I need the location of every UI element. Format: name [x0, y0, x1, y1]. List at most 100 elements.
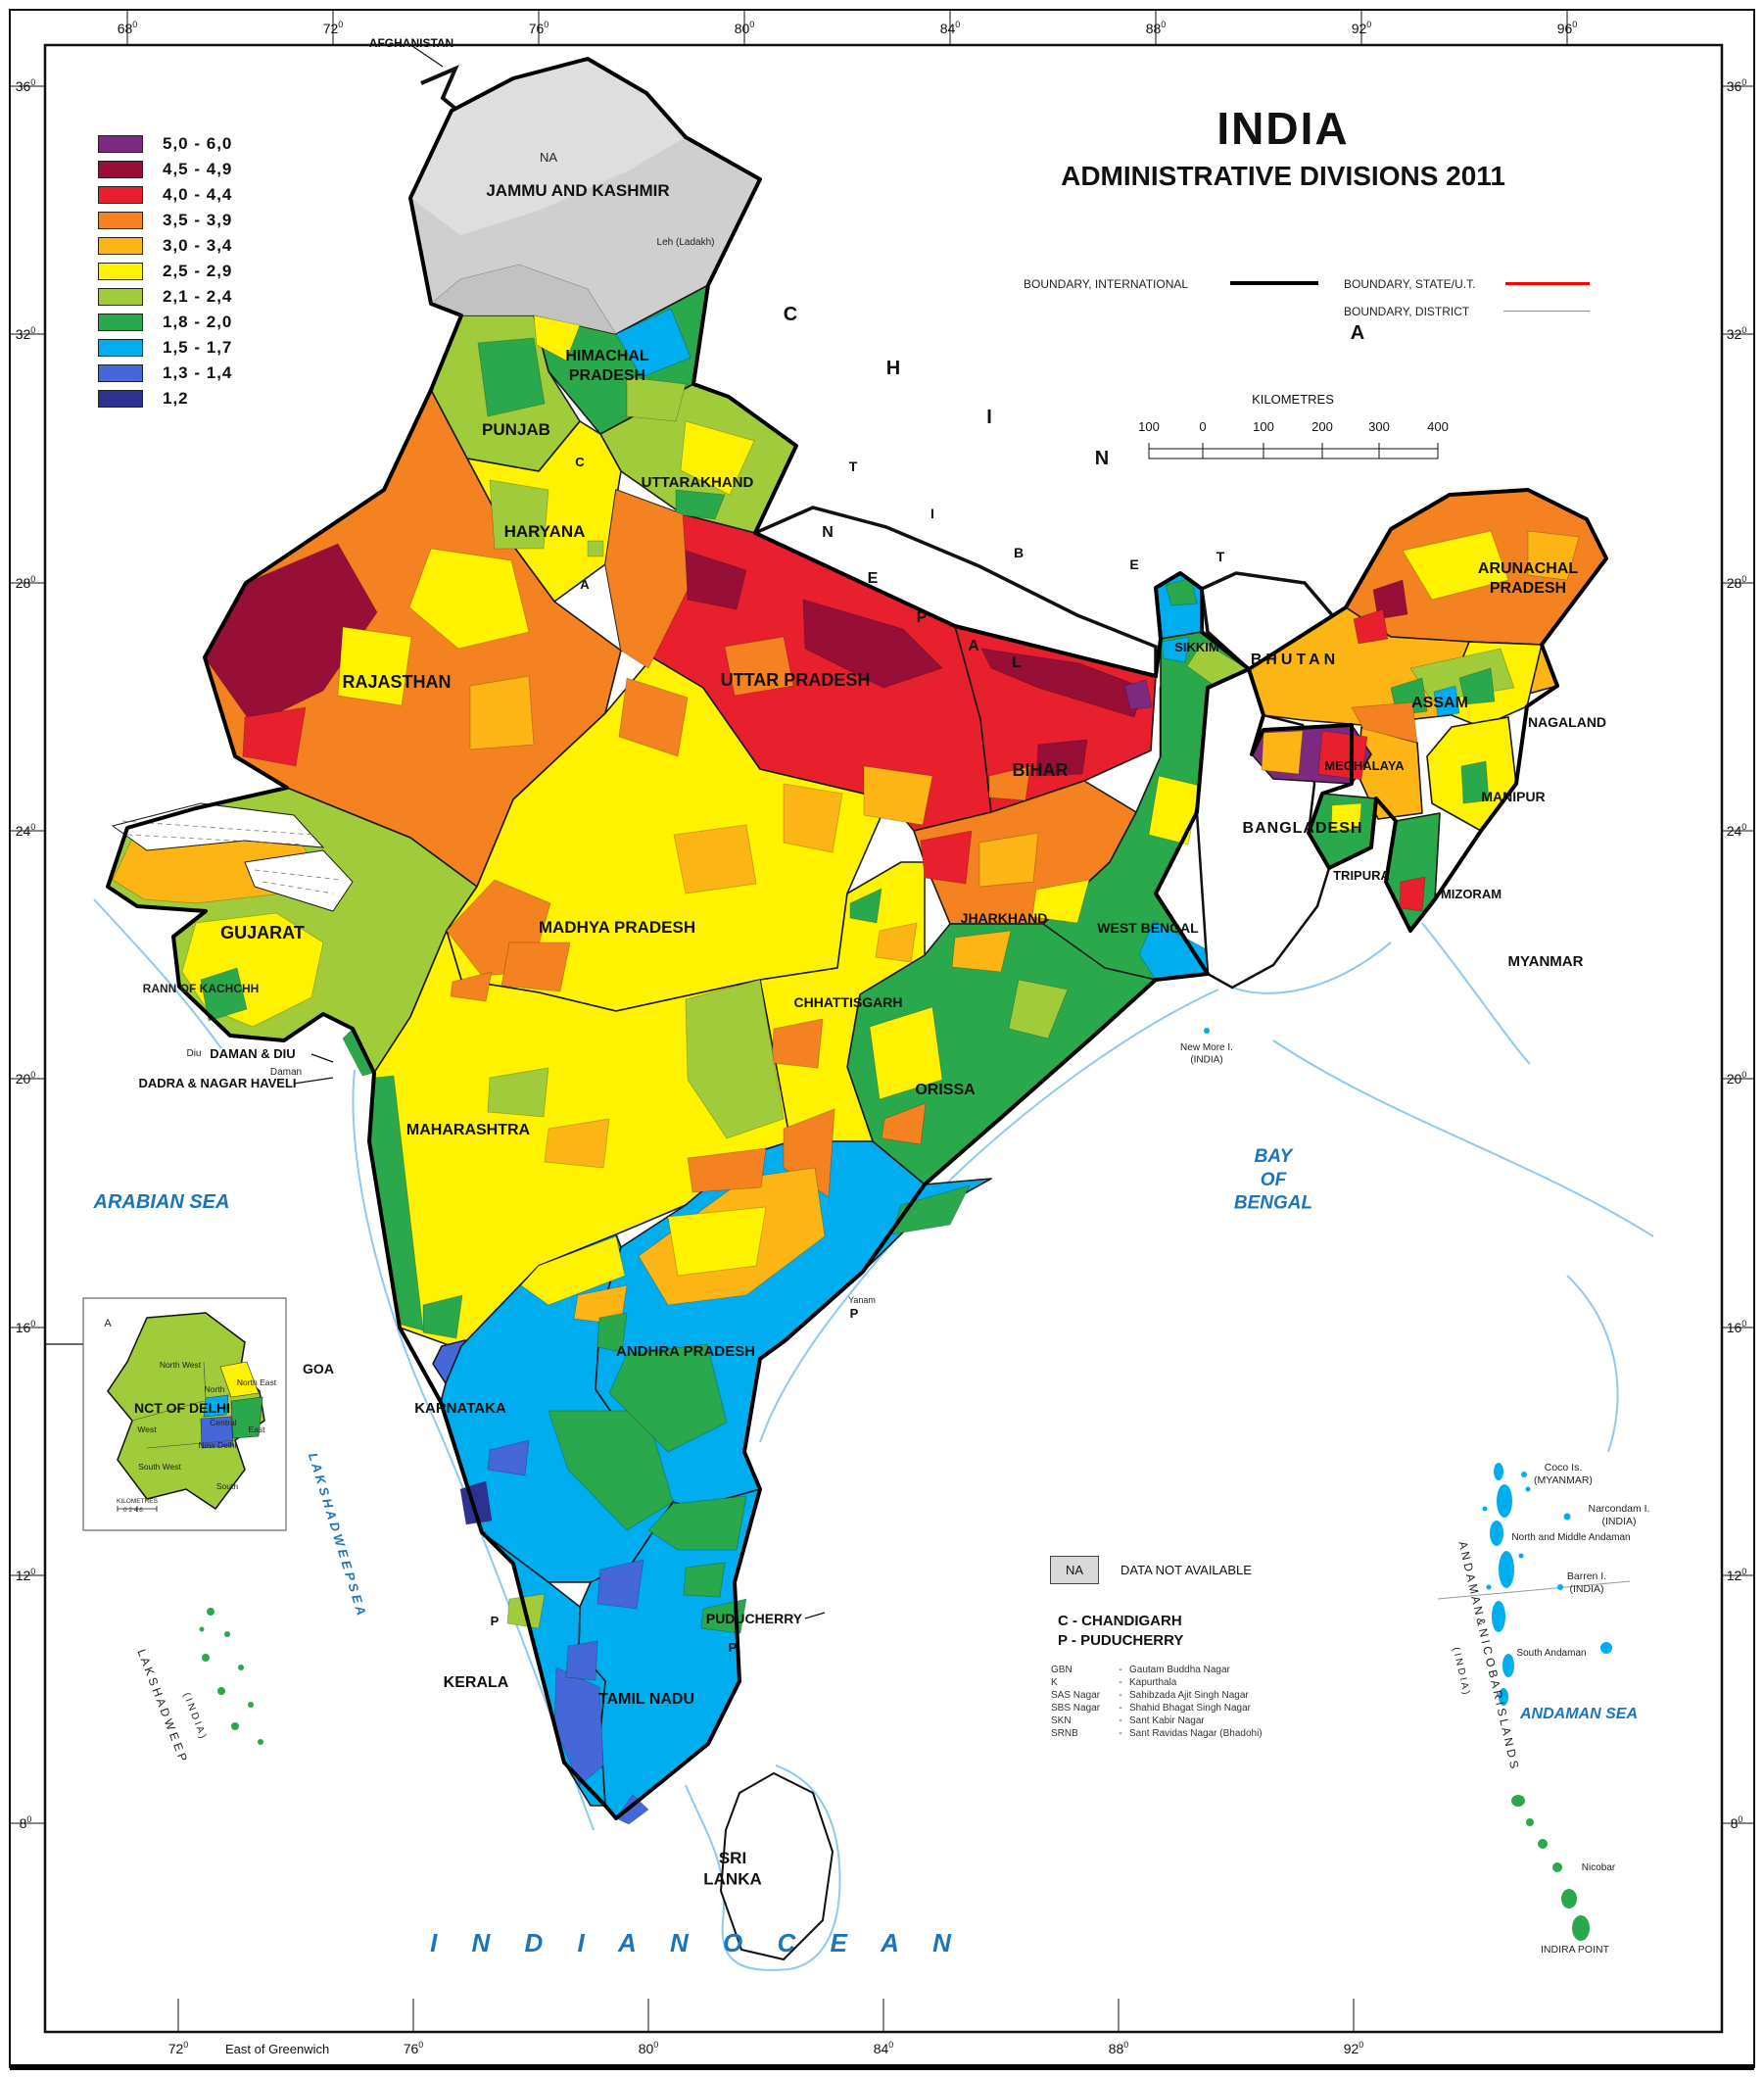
label-inset-title: NCT OF DELHI: [134, 1400, 230, 1416]
label-china-letters: H: [886, 358, 900, 379]
label-inset-new-delhi: New Delhi: [199, 1440, 237, 1450]
inset-delhi-shape: [107, 1312, 265, 1511]
islands-layer: [199, 1028, 1612, 1941]
tick-label: 80: [20, 1814, 32, 1831]
label-marker-a: A: [580, 577, 590, 592]
legend-swatch: [98, 364, 143, 382]
tick-label: 840: [874, 2040, 894, 2056]
tick-label: 920: [1344, 2040, 1364, 2056]
legend-row-6: 2,1 - 2,4: [98, 284, 232, 310]
tick-label: 200: [1727, 1070, 1747, 1087]
label-karnataka: KARNATAKA: [414, 1400, 506, 1417]
tick-label: 360: [16, 77, 36, 94]
tick-label: 240: [16, 822, 36, 839]
legend-label: 4,0 - 4,4: [163, 185, 233, 204]
tick-label: 120: [1727, 1567, 1747, 1583]
label-daman: Daman: [270, 1067, 302, 1078]
legend-row-10: 1,2: [98, 386, 232, 411]
label-sikkim: SIKKIM: [1174, 640, 1219, 654]
label-narcondam: (INDIA): [1602, 1516, 1637, 1527]
label-nepal-letters: E: [868, 570, 879, 587]
label-china-letters: A: [1351, 322, 1364, 344]
scalebar: KILOMETRES 100 0 100 200 300 400: [1138, 392, 1449, 459]
label-tibet-letters: B: [1014, 545, 1024, 560]
label-south-andaman: South Andaman: [1516, 1648, 1586, 1659]
label-new-more: New More I.: [1180, 1042, 1233, 1053]
legend-row-0: 5,0 - 6,0: [98, 131, 232, 157]
scalebar-tick: 300: [1368, 419, 1390, 434]
legend-swatch: [98, 390, 143, 408]
abbr-row-5: SRNB - Sant Ravidas Nagar (Bhadohi): [1051, 1728, 1263, 1739]
legend-row-1: 4,5 - 4,9: [98, 157, 232, 182]
label-andaman-sea: ANDAMAN SEA: [1519, 1706, 1638, 1722]
boundary-state-label: BOUNDARY, STATE/U.T.: [1344, 277, 1476, 291]
na-label: DATA NOT AVAILABLE: [1120, 1563, 1252, 1577]
label-lakshadweep-india: ( I N D I A ): [180, 1691, 208, 1740]
tick-label: 800: [639, 2040, 659, 2056]
tick-label: 720: [323, 20, 344, 36]
tick-label: 240: [1727, 822, 1747, 839]
label-myanmar: MYANMAR: [1508, 953, 1584, 970]
label-tibet-letters: I: [930, 506, 934, 521]
legend-swatch: [98, 339, 143, 357]
label-tamil-nadu: TAMIL NADU: [598, 1691, 694, 1708]
tick-label: 160: [16, 1319, 36, 1335]
legend-row-9: 1,3 - 1,4: [98, 361, 232, 386]
afghanistan-border: [420, 65, 462, 115]
map-title: INDIA: [1216, 103, 1350, 154]
tick-label: 800: [735, 20, 755, 36]
tick-label: 280: [16, 574, 36, 591]
abbr-row-4: SKN - Sant Kabir Nagar: [1051, 1715, 1205, 1726]
tick-label: 760: [404, 2040, 424, 2056]
legend-row-5: 2,5 - 2,9: [98, 259, 232, 284]
label-bhutan: BHUTAN: [1251, 652, 1339, 668]
legend-swatch: [98, 135, 143, 153]
label-uttar-pradesh: UTTAR PRADESH: [721, 670, 871, 690]
label-lakshadweep-isl: L A K S H A D W E E P: [134, 1647, 190, 1763]
label-tibet-letters: T: [849, 459, 858, 474]
label-nepal-letters: P: [917, 609, 928, 626]
coastline-offsets: [93, 898, 1654, 1971]
label-arunachal: ARUNACHAL: [1478, 560, 1578, 577]
map-subtitle: ADMINISTRATIVE DIVISIONS 2011: [1061, 161, 1505, 191]
label-inset-south: South: [216, 1481, 238, 1491]
legend-swatch: [98, 186, 143, 204]
label-lakshadweep-sea: L A K S H A D W E E P S E A: [306, 1451, 369, 1617]
tick-label: 320: [1727, 325, 1747, 342]
legend-label: 1,3 - 1,4: [163, 363, 233, 382]
label-barren: Barren I.: [1567, 1570, 1606, 1582]
label-bay-of-bengal: BENGAL: [1234, 1193, 1312, 1214]
label-andhra-pradesh: ANDHRA PRADESH: [616, 1343, 755, 1360]
scalebar-tick: 200: [1311, 419, 1333, 434]
label-leh: Leh (Ladakh): [657, 237, 715, 248]
label-tibet-letters: E: [1129, 556, 1138, 572]
label-na-jk: NA: [540, 150, 557, 165]
states-layer: [107, 58, 1607, 1819]
lakshadweep-islands: [199, 1608, 263, 1745]
abbr-row-3: SBS Nagar - Shahid Bhagat Singh Nagar: [1051, 1703, 1251, 1714]
boundary-district-line: [1503, 311, 1590, 312]
label-arabian-sea: ARABIAN SEA: [93, 1191, 230, 1213]
label-inset-east: East: [248, 1425, 265, 1434]
title-block: INDIA ADMINISTRATIVE DIVISIONS 2011: [979, 102, 1587, 192]
na-note: NA DATA NOT AVAILABLE: [1050, 1556, 1252, 1584]
andaman-district-line: [1437, 1580, 1631, 1600]
label-rajasthan: RAJASTHAN: [342, 672, 451, 692]
label-new-more: (INDIA): [1190, 1055, 1222, 1066]
legend-label: 3,5 - 3,9: [163, 211, 233, 229]
abbr-row-0: GBN - Gautam Buddha Nagar: [1051, 1665, 1230, 1675]
label-bangladesh: BANGLADESH: [1243, 820, 1363, 837]
label-tibet-letters: T: [1216, 549, 1225, 564]
choropleth-legend: 5,0 - 6,0 4,5 - 4,9 4,0 - 4,4 3,5 - 3,9 3,0 …: [98, 131, 232, 411]
tick-label: 880: [1109, 2040, 1129, 2056]
label-orissa: ORISSA: [915, 1082, 976, 1098]
legend-label: 3,0 - 3,4: [163, 236, 233, 255]
city-code-0: C - CHANDIGARH: [1058, 1613, 1182, 1629]
boundary-state-line: [1505, 282, 1590, 285]
label-narcondam: Narcondam I.: [1588, 1503, 1649, 1515]
label-sri-lanka: LANKA: [703, 1869, 762, 1888]
label-marker-p-mahe: P: [491, 1614, 500, 1628]
